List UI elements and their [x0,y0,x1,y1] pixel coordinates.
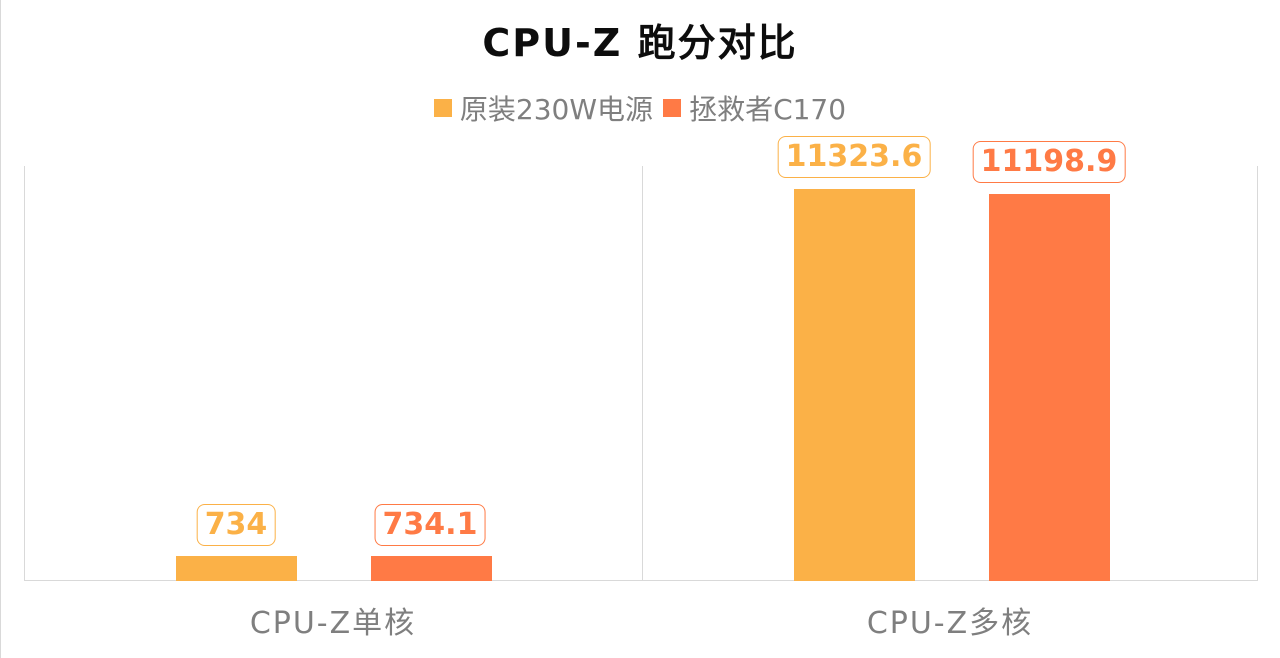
legend: 原装230W电源 拯救者C170 [0,88,1280,128]
data-label: 11323.6 [777,136,931,178]
x-axis-line [24,580,1258,581]
legend-label: 原装230W电源 [459,93,654,126]
legend-swatch-icon [433,99,452,117]
data-label: 734 [196,504,276,546]
chart-title: CPU-Z 跑分对比 [482,21,798,65]
x-axis-category-label: CPU-Z多核 [866,606,1034,641]
x-axis-category-label: CPU-Z单核 [249,606,417,641]
plot-area [24,166,1258,581]
gridline [1257,166,1258,581]
bar-single-original-psu [176,556,297,581]
gridline [24,166,25,581]
image-border [0,0,1,658]
data-label: 734.1 [374,504,486,546]
legend-swatch-icon [663,99,682,117]
legend-label: 拯救者C170 [689,93,847,126]
gridline [642,166,643,581]
legend-item-c170: 拯救者C170 [663,88,846,128]
bar-single-c170 [371,556,492,581]
bar-multi-c170 [989,194,1110,581]
legend-item-original-psu: 原装230W电源 [433,88,654,128]
data-label: 11198.9 [972,141,1126,183]
bar-multi-original-psu [794,189,915,581]
